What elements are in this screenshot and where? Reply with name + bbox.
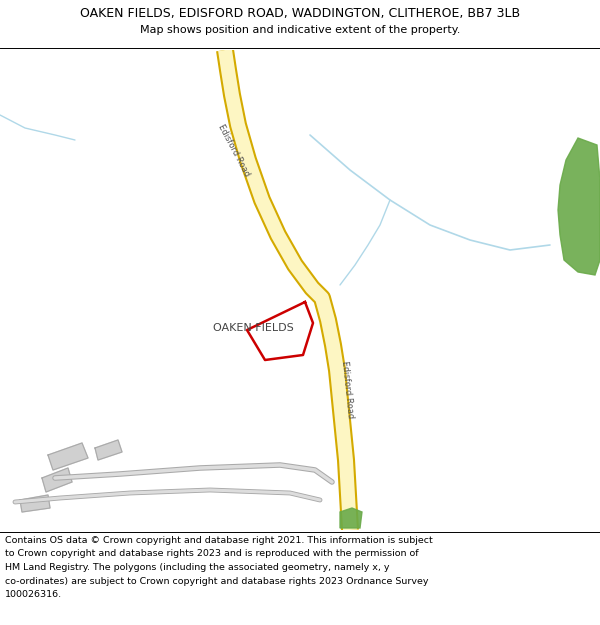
Text: Map shows position and indicative extent of the property.: Map shows position and indicative extent…	[140, 25, 460, 35]
Text: Edisford Road: Edisford Road	[217, 122, 251, 177]
Polygon shape	[20, 495, 50, 512]
Text: Edisford Road: Edisford Road	[340, 361, 356, 419]
Text: 100026316.: 100026316.	[5, 590, 62, 599]
Polygon shape	[340, 508, 362, 528]
Text: OAKEN FIELDS: OAKEN FIELDS	[213, 323, 294, 333]
Polygon shape	[558, 138, 600, 275]
Text: to Crown copyright and database rights 2023 and is reproduced with the permissio: to Crown copyright and database rights 2…	[5, 549, 419, 559]
Text: OAKEN FIELDS, EDISFORD ROAD, WADDINGTON, CLITHEROE, BB7 3LB: OAKEN FIELDS, EDISFORD ROAD, WADDINGTON,…	[80, 8, 520, 21]
Polygon shape	[48, 443, 88, 470]
Text: HM Land Registry. The polygons (including the associated geometry, namely x, y: HM Land Registry. The polygons (includin…	[5, 563, 389, 572]
Polygon shape	[42, 468, 72, 492]
Polygon shape	[95, 440, 122, 460]
Text: co-ordinates) are subject to Crown copyright and database rights 2023 Ordnance S: co-ordinates) are subject to Crown copyr…	[5, 576, 428, 586]
Text: Contains OS data © Crown copyright and database right 2021. This information is : Contains OS data © Crown copyright and d…	[5, 536, 433, 545]
